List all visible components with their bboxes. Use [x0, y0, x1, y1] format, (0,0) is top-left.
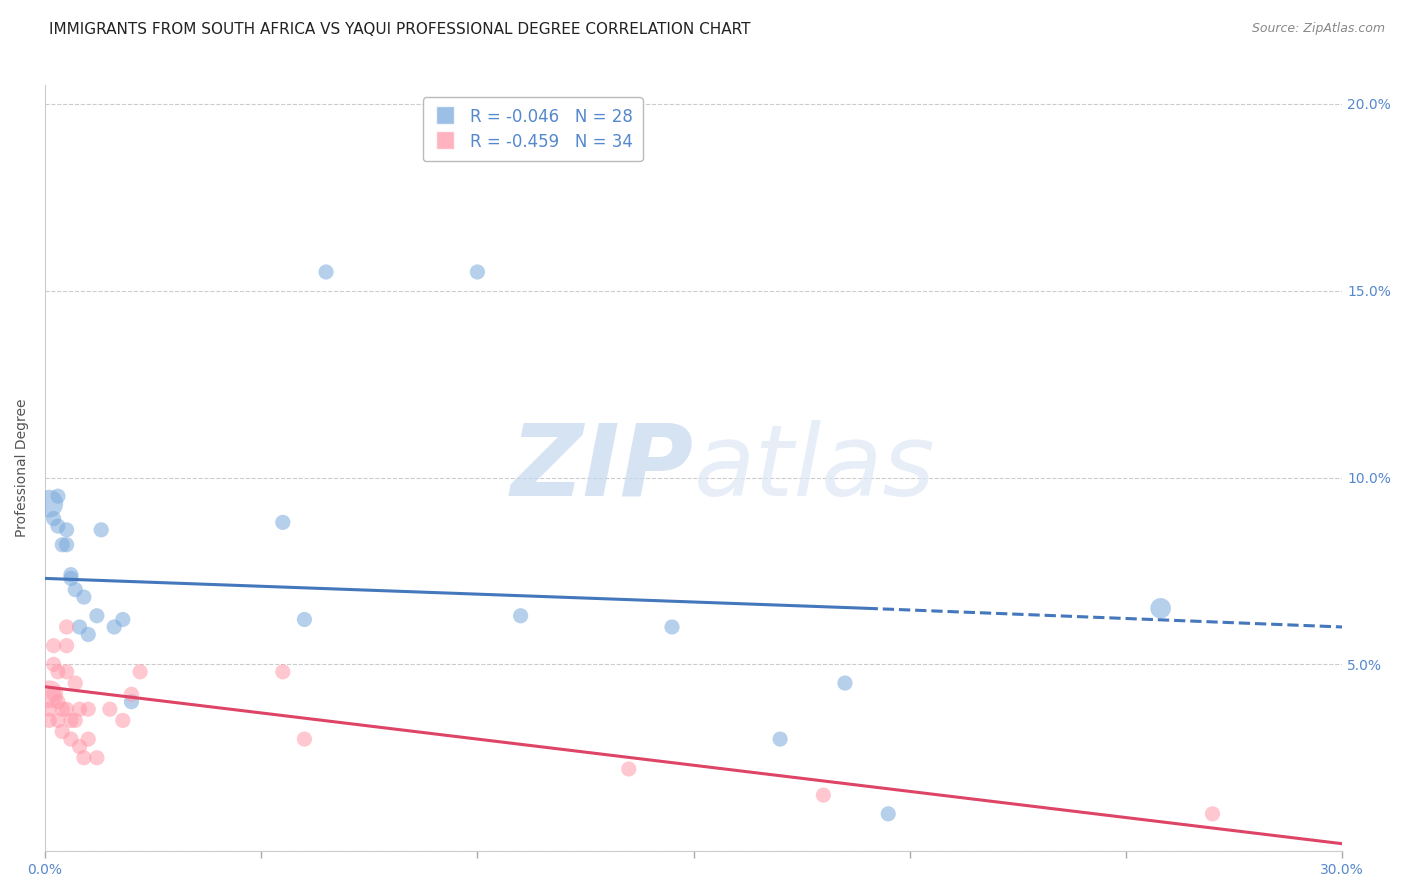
- Point: [55, 538, 77, 552]
- Point: [65, 676, 87, 690]
- Point: [111, 613, 134, 627]
- Point: [46, 519, 69, 533]
- Point: [51, 538, 73, 552]
- Point: [38, 702, 60, 716]
- Point: [86, 751, 108, 765]
- Point: [65, 714, 87, 728]
- Point: [46, 695, 69, 709]
- Point: [38, 714, 60, 728]
- Point: [617, 762, 640, 776]
- Point: [59, 732, 82, 747]
- Point: [467, 265, 489, 279]
- Point: [55, 523, 77, 537]
- Point: [271, 516, 294, 530]
- Point: [834, 676, 856, 690]
- Point: [42, 511, 65, 525]
- Point: [46, 489, 69, 503]
- Point: [46, 665, 69, 679]
- Text: Source: ZipAtlas.com: Source: ZipAtlas.com: [1251, 22, 1385, 36]
- Point: [38, 687, 60, 701]
- Point: [73, 590, 96, 604]
- Point: [111, 714, 134, 728]
- Point: [55, 702, 77, 716]
- Point: [42, 687, 65, 701]
- Point: [77, 702, 100, 716]
- Point: [120, 695, 142, 709]
- Point: [509, 608, 531, 623]
- Point: [69, 702, 91, 716]
- Point: [271, 665, 294, 679]
- Point: [769, 732, 792, 747]
- Point: [98, 702, 121, 716]
- Point: [77, 627, 100, 641]
- Point: [77, 732, 100, 747]
- Point: [90, 523, 112, 537]
- Point: [69, 739, 91, 754]
- Point: [59, 567, 82, 582]
- Y-axis label: Professional Degree: Professional Degree: [15, 399, 30, 537]
- Point: [315, 265, 337, 279]
- Point: [69, 620, 91, 634]
- Point: [877, 806, 900, 821]
- Point: [55, 639, 77, 653]
- Point: [55, 620, 77, 634]
- Point: [51, 724, 73, 739]
- Point: [813, 788, 835, 802]
- Text: IMMIGRANTS FROM SOUTH AFRICA VS YAQUI PROFESSIONAL DEGREE CORRELATION CHART: IMMIGRANTS FROM SOUTH AFRICA VS YAQUI PR…: [49, 22, 751, 37]
- Point: [103, 620, 125, 634]
- Point: [73, 751, 96, 765]
- Point: [1149, 601, 1171, 615]
- Point: [55, 665, 77, 679]
- Legend: R = -0.046   N = 28, R = -0.459   N = 34: R = -0.046 N = 28, R = -0.459 N = 34: [423, 97, 643, 161]
- Point: [294, 613, 316, 627]
- Point: [42, 639, 65, 653]
- Point: [59, 571, 82, 585]
- Text: ZIP: ZIP: [510, 419, 693, 516]
- Point: [51, 702, 73, 716]
- Text: atlas: atlas: [693, 419, 935, 516]
- Point: [294, 732, 316, 747]
- Point: [38, 497, 60, 511]
- Point: [65, 582, 87, 597]
- Point: [1201, 806, 1223, 821]
- Point: [661, 620, 683, 634]
- Point: [120, 687, 142, 701]
- Point: [129, 665, 152, 679]
- Point: [59, 714, 82, 728]
- Point: [86, 608, 108, 623]
- Point: [46, 714, 69, 728]
- Point: [42, 657, 65, 672]
